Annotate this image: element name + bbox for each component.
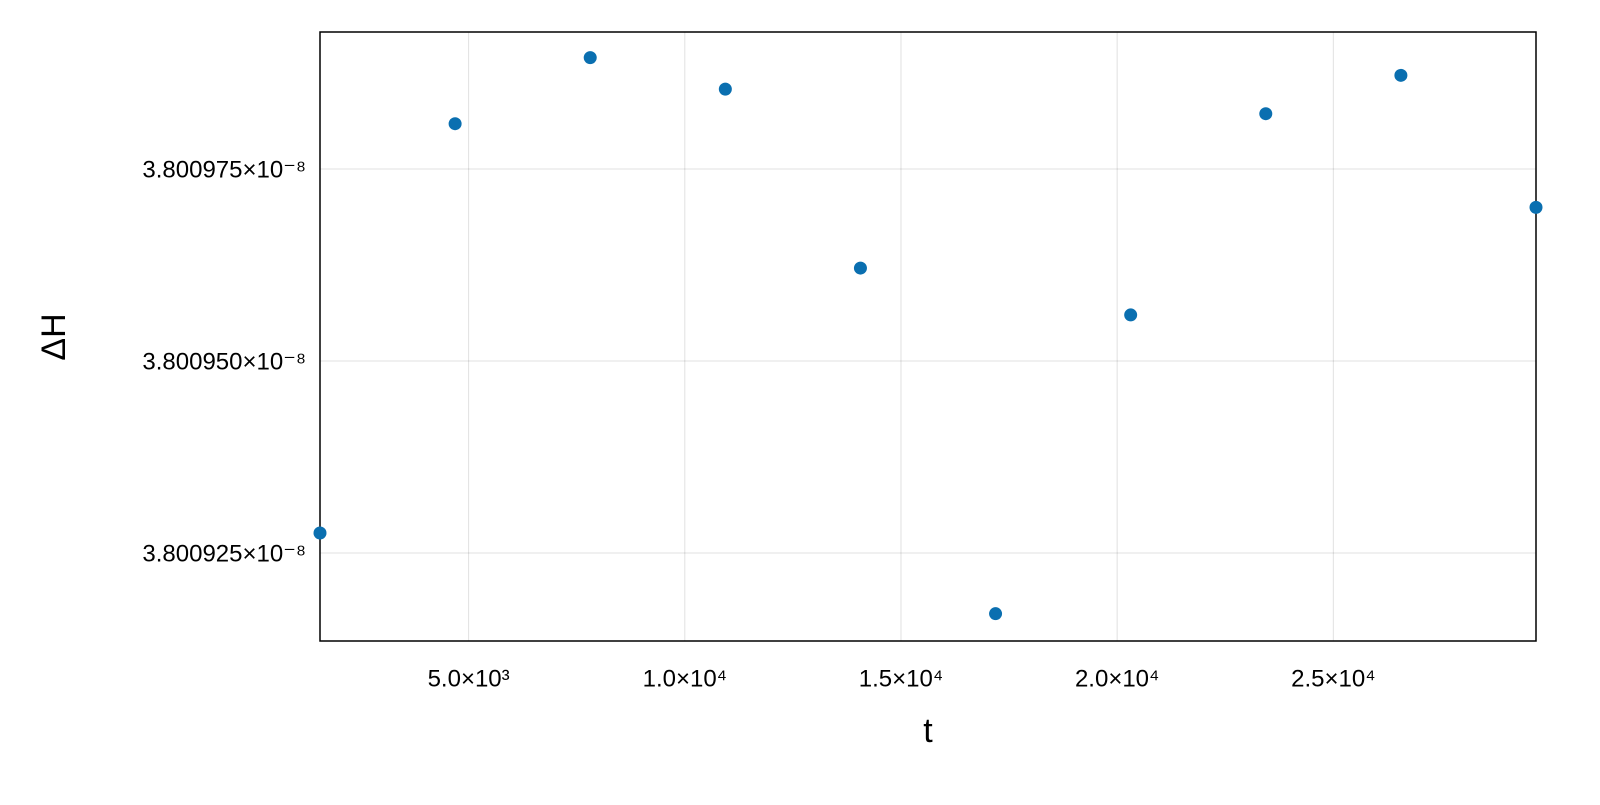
x-tick-label: 2.5×10⁴ bbox=[1291, 665, 1375, 692]
point bbox=[1394, 68, 1408, 82]
y-tick-label: 3.800975×10⁻⁸ bbox=[142, 156, 306, 183]
point bbox=[1259, 107, 1273, 121]
x-axis-label: t bbox=[923, 712, 933, 750]
y-tick-label: 3.800925×10⁻⁸ bbox=[142, 540, 306, 567]
x-tick-label: 5.0×10³ bbox=[428, 665, 510, 692]
x-tick-label: 1.0×10⁴ bbox=[643, 665, 727, 692]
point bbox=[989, 607, 1003, 621]
point bbox=[313, 526, 327, 540]
y-axis-label: ΔH bbox=[35, 313, 73, 360]
plot-frame bbox=[319, 31, 1537, 642]
x-tick-label: 2.0×10⁴ bbox=[1075, 665, 1159, 692]
point bbox=[1124, 308, 1138, 322]
point bbox=[583, 51, 597, 65]
point bbox=[718, 82, 732, 96]
y-tick-label: 3.800950×10⁻⁸ bbox=[142, 348, 306, 375]
x-tick-label: 1.5×10⁴ bbox=[859, 665, 943, 692]
point bbox=[853, 261, 867, 275]
point bbox=[448, 117, 462, 131]
point bbox=[1529, 200, 1543, 214]
